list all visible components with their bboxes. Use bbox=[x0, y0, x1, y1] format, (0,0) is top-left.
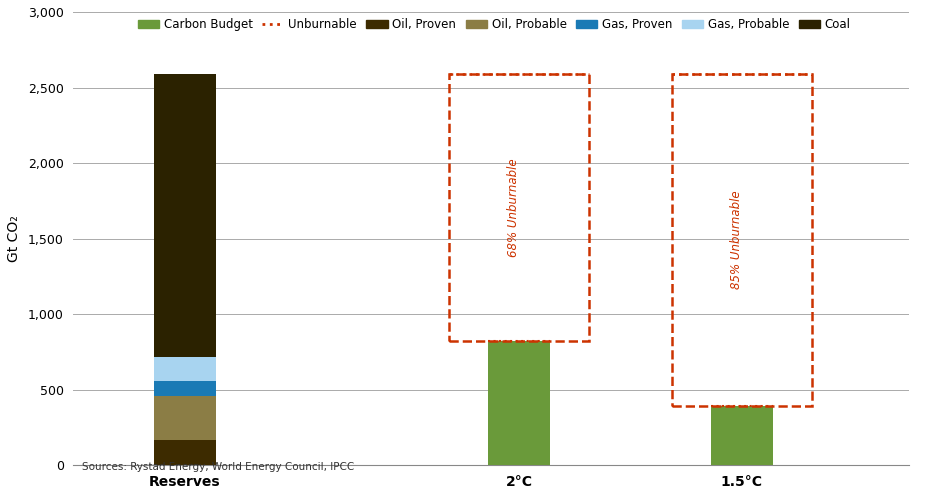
Bar bbox=[449, 74, 589, 341]
Bar bbox=[488, 341, 550, 465]
Text: 85% Unburnable: 85% Unburnable bbox=[730, 191, 743, 290]
Bar bbox=[154, 357, 216, 381]
Bar bbox=[154, 396, 216, 439]
Text: Sources: Rystad Energy, World Energy Council, IPCC: Sources: Rystad Energy, World Energy Cou… bbox=[82, 462, 354, 472]
Bar bbox=[673, 74, 811, 406]
Legend: Carbon Budget, Unburnable, Oil, Proven, Oil, Probable, Gas, Proven, Gas, Probabl: Carbon Budget, Unburnable, Oil, Proven, … bbox=[138, 18, 850, 31]
Bar bbox=[712, 406, 772, 465]
Text: 68% Unburnable: 68% Unburnable bbox=[507, 158, 520, 257]
Bar bbox=[154, 439, 216, 465]
Y-axis label: Gt CO₂: Gt CO₂ bbox=[7, 215, 21, 262]
Bar bbox=[154, 74, 216, 357]
Bar bbox=[154, 381, 216, 396]
